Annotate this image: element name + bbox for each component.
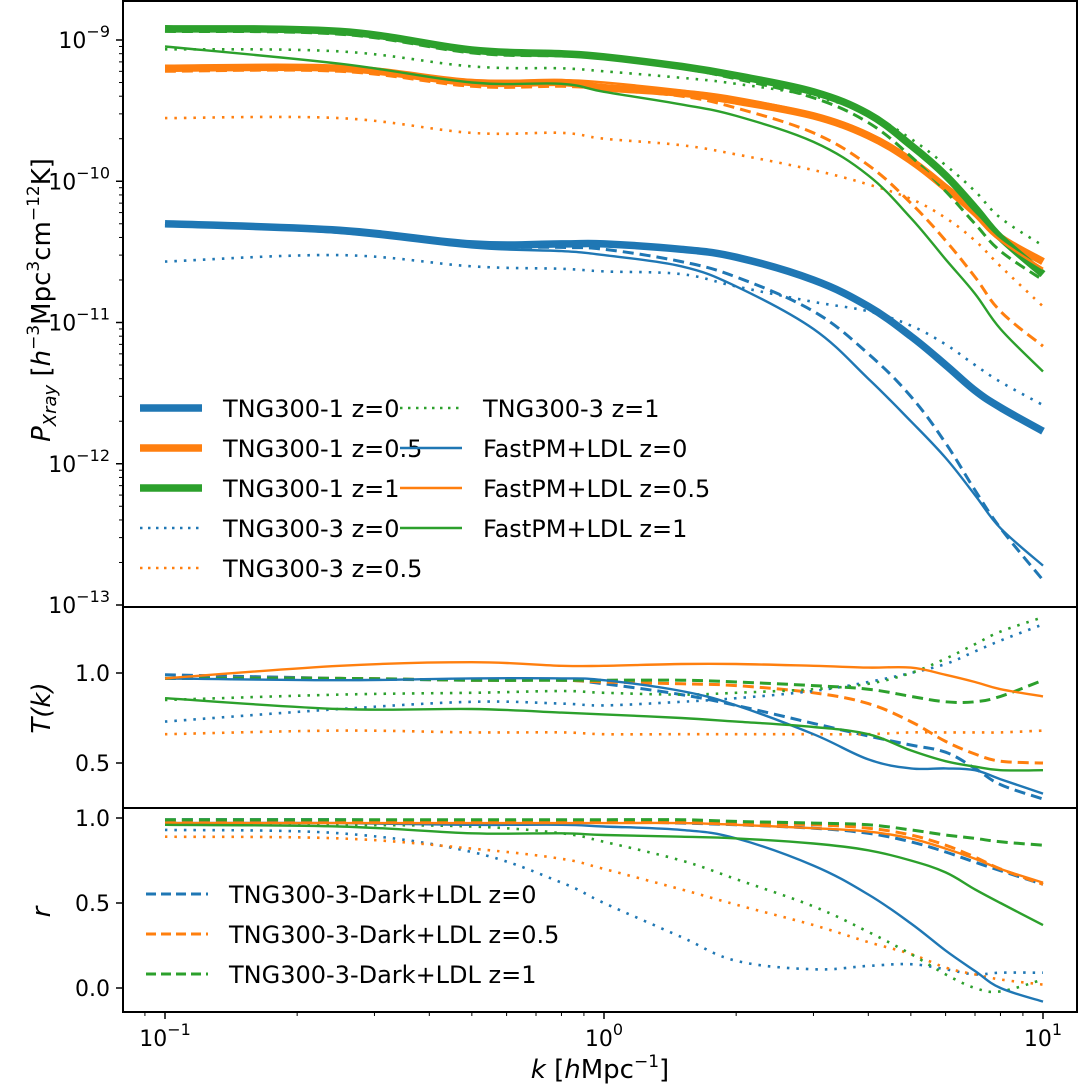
x-tick-label: 100	[585, 1020, 623, 1052]
series-line-fastpm-ldl-z-1	[164, 823, 1044, 927]
series-line-tng300-1-z-1	[164, 25, 1046, 277]
correlation-panel: 1.0 0.5 0.0 10−1 100 101 TNG300-3-Dark+LDL z…	[27, 807, 1078, 1085]
series-line-fastpm-ldl-z-0-5	[164, 821, 1044, 884]
series-line-tng300-3-z-1	[164, 615, 1044, 702]
series-line-tng300-3-z-0-5	[164, 115, 1044, 308]
series-line-tng300-1-z-0	[164, 220, 1045, 435]
y-tick-label: 0.5	[75, 752, 110, 777]
y-tick-label: 0.0	[75, 977, 110, 1002]
series-line-fastpm-ldl-z-0	[164, 222, 1044, 567]
legend-label: TNG300-3 z=0.5	[222, 555, 422, 583]
x-axis-label: k [hMpc−1]	[531, 1052, 669, 1085]
power-spectrum-y-ticks: 10−9 10−10 10−11 10−12 10−13	[48, 22, 123, 619]
legend-label: FastPM+LDL z=0.5	[483, 475, 710, 503]
legend-label: TNG300-1 z=0.5	[222, 435, 422, 463]
y-tick-label: 10−9	[58, 22, 110, 54]
legend-label: TNG300-1 z=0	[222, 395, 400, 423]
legend-item-tng300-3-z-0: TNG300-3 z=0	[140, 515, 400, 543]
series-line-tng300-3-z-0-5	[164, 729, 1044, 736]
legend-item-tng300-3-z-0-5: TNG300-3 z=0.5	[140, 555, 422, 583]
series-line-tng300-3-z-0	[164, 253, 1044, 407]
series-line-tng300-3-dark-ldl-z-0-5	[164, 68, 1044, 348]
correlation-axes-frame	[122, 807, 1078, 1013]
series-line-tng300-3-dark-ldl-z-1	[165, 818, 1044, 847]
power-spectrum-legend: TNG300-1 z=0 TNG300-1 z=0.5 TNG300-1 z=1 TN…	[140, 395, 710, 583]
correlation-y-label: r	[27, 904, 57, 917]
x-tick-label: 10−1	[139, 1020, 191, 1052]
y-tick-label: 10−10	[48, 163, 110, 195]
legend-item-tng300-3-z-1: TNG300-3 z=1	[400, 395, 660, 423]
transfer-function-y-label: T(k)	[27, 682, 57, 733]
legend-item-tng300-3-dark-ldl-z-0: TNG300-3-Dark+LDL z=0	[146, 881, 537, 909]
x-axis-ticks: 10−1 100 101	[139, 1012, 1062, 1052]
legend-item-tng300-3-dark-ldl-z-1: TNG300-3-Dark+LDL z=1	[146, 961, 537, 989]
legend-item-tng300-1-z-0-5: TNG300-1 z=0.5	[140, 435, 422, 463]
transfer-function-panel: 1.0 0.5 T(k)	[27, 606, 1078, 809]
legend-label: TNG300-3 z=1	[482, 395, 660, 423]
transfer-function-series-group	[164, 615, 1044, 801]
legend-label: TNG300-3-Dark+LDL z=0.5	[228, 921, 559, 949]
y-tick-label: 10−13	[48, 587, 110, 619]
series-line-tng300-3-z-0-5	[164, 835, 1044, 986]
y-tick-label: 10−12	[48, 446, 110, 478]
series-line-fastpm-ldl-z-1	[164, 45, 1044, 373]
legend-label: FastPM+LDL z=1	[483, 515, 687, 543]
legend-label: FastPM+LDL z=0	[483, 435, 687, 463]
y-tick-label: 10−11	[48, 305, 110, 337]
series-line-tng300-3-dark-ldl-z-0-5	[164, 819, 1044, 886]
x-tick-label: 101	[1024, 1020, 1062, 1052]
series-line-fastpm-ldl-z-1	[164, 697, 1044, 772]
series-line-tng300-3-dark-ldl-z-1	[164, 29, 1044, 282]
legend-label: TNG300-3 z=0	[222, 515, 400, 543]
correlation-y-ticks: 1.0 0.5 0.0	[75, 807, 123, 1002]
correlation-series-group	[164, 818, 1044, 1003]
legend-item-fastpm-ldl-z-1: FastPM+LDL z=1	[400, 515, 687, 543]
y-tick-label: 0.5	[75, 892, 110, 917]
legend-item-tng300-1-z-1: TNG300-1 z=1	[140, 475, 400, 503]
series-line-tng300-3-z-1	[164, 47, 1044, 247]
series-line-tng300-3-z-0	[164, 828, 1044, 976]
legend-item-fastpm-ldl-z-0: FastPM+LDL z=0	[400, 435, 687, 463]
power-spectrum-series-group	[164, 25, 1046, 582]
legend-label: TNG300-1 z=1	[222, 475, 400, 503]
legend-item-tng300-3-dark-ldl-z-0-5: TNG300-3-Dark+LDL z=0.5	[146, 921, 559, 949]
legend-item-tng300-1-z-0: TNG300-1 z=0	[140, 395, 400, 423]
series-line-fastpm-ldl-z-0	[164, 676, 1044, 795]
legend-label: TNG300-3-Dark+LDL z=1	[228, 961, 537, 989]
y-tick-label: 1.0	[75, 807, 110, 832]
legend-label: TNG300-3-Dark+LDL z=0	[228, 881, 537, 909]
correlation-legend: TNG300-3-Dark+LDL z=0 TNG300-3-Dark+LDL z…	[146, 881, 559, 989]
legend-item-fastpm-ldl-z-0-5: FastPM+LDL z=0.5	[400, 475, 710, 503]
series-line-tng300-3-z-1	[164, 821, 1044, 994]
transfer-function-y-ticks: 1.0 0.5	[75, 662, 123, 777]
series-line-tng300-3-dark-ldl-z-0	[164, 222, 1045, 582]
y-tick-label: 1.0	[75, 662, 110, 687]
power-spectrum-y-label: PXray [h−3Mpc3cm−12K]	[24, 158, 61, 442]
series-line-fastpm-ldl-z-0-5	[164, 661, 1044, 698]
series-line-tng300-3-z-0	[164, 623, 1044, 723]
